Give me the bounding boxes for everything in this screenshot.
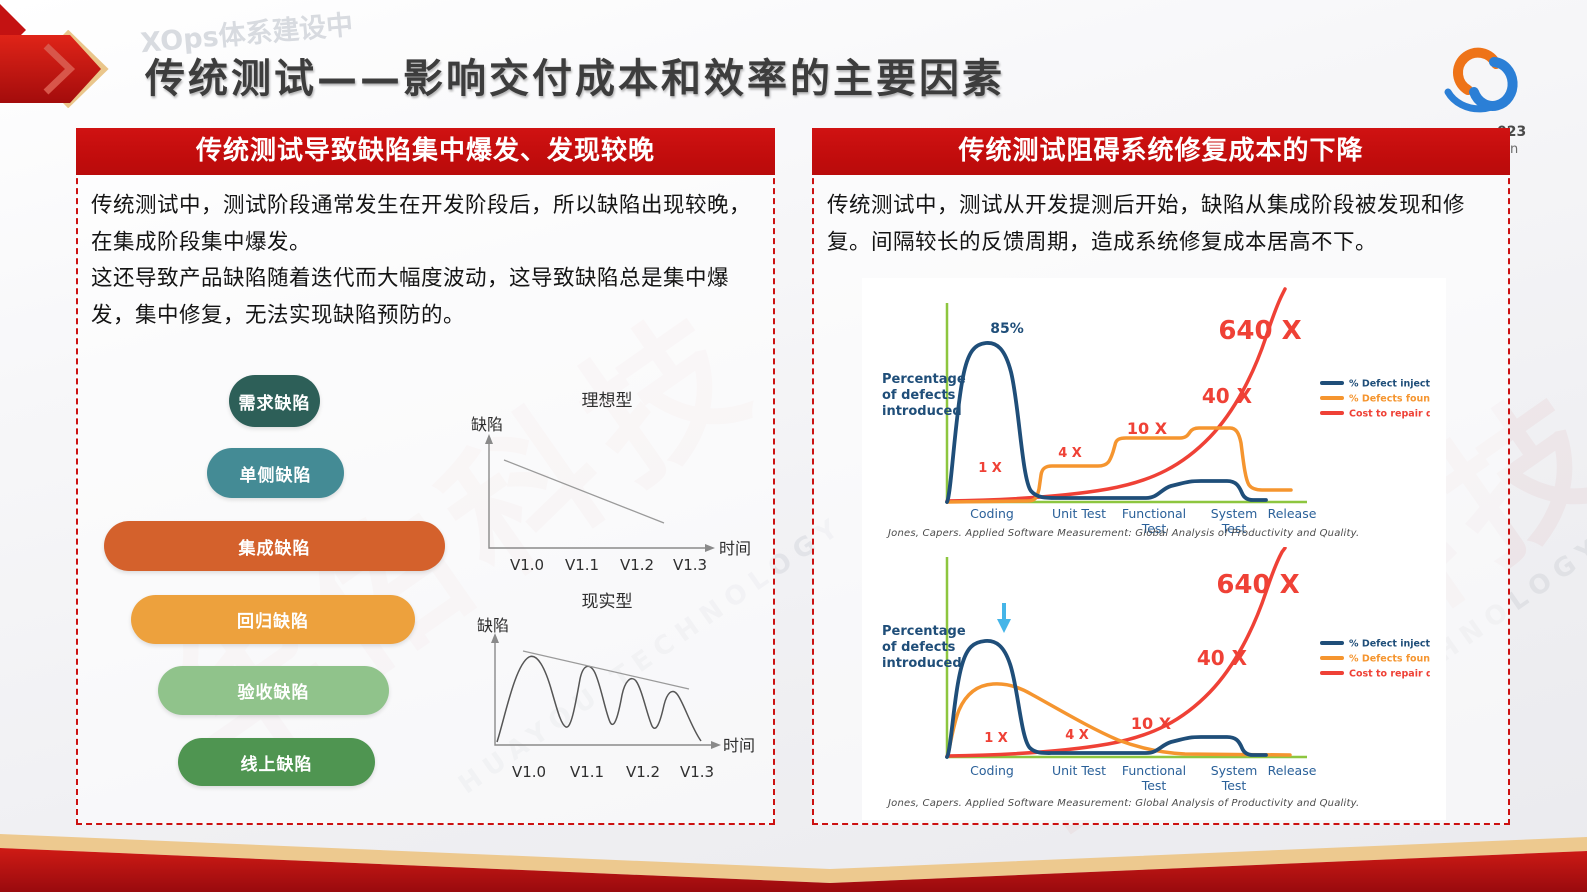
ideal-defect-trend-chart: 理想型 缺陷 时间 V1.0 V1.1 V1.2 V1.3 xyxy=(471,391,751,574)
defects-found-curve xyxy=(945,426,1293,504)
left-panel-body: 传统测试中，测试阶段通常发生在开发阶段后，所以缺陷出现较晚，在集成阶段集中爆发。… xyxy=(91,188,765,334)
xtick-unit-test: Unit Test xyxy=(1052,763,1106,778)
legend-label-found: % Defects found xyxy=(1349,394,1430,405)
oscillating-defect-curve xyxy=(496,655,702,743)
xtick-system-1: System xyxy=(1211,763,1258,778)
chart1-ylabel-line2: of defects xyxy=(882,388,956,403)
ideal-chart-title: 理想型 xyxy=(582,391,633,411)
y-axis-arrow-icon xyxy=(485,434,493,444)
chart2-ylabel-line2: of defects xyxy=(882,640,956,655)
x-axis-arrow-icon xyxy=(705,544,715,552)
chart1-citation: Jones, Capers. Applied Software Measurem… xyxy=(888,528,1360,539)
tick-v12: V1.2 xyxy=(620,556,654,574)
cost-to-repair-curve xyxy=(945,547,1287,758)
pill-requirement-defects: 需求缺陷 xyxy=(229,375,320,427)
defect-injection-curve xyxy=(945,639,1268,759)
xtick-release: Release xyxy=(1268,506,1317,521)
right-panel-header: 传统测试阻碍系统修复成本的下降 xyxy=(812,128,1510,175)
chart2-ylabel-line1: Percentage xyxy=(882,624,966,639)
annotation-4x: 4 X xyxy=(1065,728,1089,743)
footer-red-band xyxy=(0,848,1587,892)
y-axis-arrow-icon xyxy=(491,633,499,643)
real-chart-title: 现实型 xyxy=(582,592,633,612)
tick-v13: V1.3 xyxy=(680,763,714,781)
chart2-legend: % Defect injection % Defects found Cost … xyxy=(1320,639,1430,680)
left-paragraph-1: 传统测试中，测试阶段通常发生在开发阶段后，所以缺陷出现较晚，在集成阶段集中爆发。 xyxy=(91,193,752,255)
tick-v13: V1.3 xyxy=(673,556,707,574)
annotation-4x: 4 X xyxy=(1058,446,1082,461)
xtick-system-2: Test xyxy=(1221,521,1247,536)
company-logo-icon xyxy=(1444,47,1518,113)
right-paragraph: 传统测试中，测试从开发提测后开始，缺陷从集成阶段被发现和修复。间隔较长的反馈周期… xyxy=(827,193,1466,255)
legend-label-cost: Cost to repair defect xyxy=(1349,409,1430,420)
annotation-85pct: 85% xyxy=(990,321,1024,337)
real-defect-trend-chart: 现实型 缺陷 时间 V1.0 V1.1 V1.2 V1.3 xyxy=(477,592,755,781)
left-panel: 传统测试导致缺陷集中爆发、发现较晚 传统测试中，测试阶段通常发生在开发阶段后，所… xyxy=(76,128,775,825)
pill-online-defects: 线上缺陷 xyxy=(178,738,375,786)
legend-label-found: % Defects found xyxy=(1349,654,1430,665)
legend-label-injection: % Defect injection xyxy=(1349,639,1430,650)
annotation-10x: 10 X xyxy=(1131,714,1172,733)
legend-label-injection: % Defect injection xyxy=(1349,379,1430,390)
xtick-release: Release xyxy=(1268,763,1317,778)
x-axis-arrow-icon xyxy=(711,741,721,749)
declining-defect-line xyxy=(503,459,665,524)
annotation-1x: 1 X xyxy=(978,461,1002,476)
tick-v10: V1.0 xyxy=(510,556,544,574)
defects-found-curve xyxy=(945,682,1292,759)
pill-acceptance-defects: 验收缺陷 xyxy=(158,666,389,715)
real-chart-xlabel: 时间 xyxy=(723,736,755,755)
xtick-coding: Coding xyxy=(970,763,1014,778)
real-chart-ylabel: 缺陷 xyxy=(477,616,509,635)
right-panel: 传统测试阻碍系统修复成本的下降 传统测试中，测试从开发提测后开始，缺陷从集成阶段… xyxy=(812,128,1510,825)
chart1-ylabel-line3: introduced xyxy=(882,404,962,419)
page-title: 传统测试——影响交付成本和效率的主要因素 xyxy=(145,56,1005,102)
peak-trend-line xyxy=(522,650,690,690)
pill-regression-defects: 回归缺陷 xyxy=(131,595,415,644)
left-panel-header: 传统测试导致缺陷集中爆发、发现较晚 xyxy=(76,128,775,175)
xtick-functional-2: Test xyxy=(1141,778,1167,793)
xtick-system-2: Test xyxy=(1221,778,1247,793)
xtick-coding: Coding xyxy=(970,506,1014,521)
annotation-640x: 640 X xyxy=(1218,316,1301,346)
defect-injection-curve xyxy=(945,341,1268,504)
ideal-chart-ylabel: 缺陷 xyxy=(471,415,503,434)
pill-unit-defects: 单侧缺陷 xyxy=(207,448,344,498)
xtick-system-1: System xyxy=(1211,506,1258,521)
tick-v12: V1.2 xyxy=(626,763,660,781)
annotation-40x: 40 X xyxy=(1197,646,1248,670)
real-chart-axes xyxy=(494,641,713,746)
right-panel-body: 传统测试中，测试从开发提测后开始，缺陷从集成阶段被发现和修复。间隔较长的反馈周期… xyxy=(827,188,1500,261)
xtick-unit-test: Unit Test xyxy=(1052,506,1106,521)
chart1-ylabel-line1: Percentage xyxy=(882,372,966,387)
tick-v10: V1.0 xyxy=(512,763,546,781)
footer-band xyxy=(0,834,1587,892)
traditional-cost-chart: Percentage of defects introduced 85% 1 X… xyxy=(882,287,1430,536)
annotation-640x: 640 X xyxy=(1216,570,1299,600)
annotation-10x: 10 X xyxy=(1127,419,1168,438)
shift-left-cost-chart: Percentage of defects introduced 1 X 4 X… xyxy=(882,547,1430,793)
pill-integration-defects: 集成缺陷 xyxy=(104,521,445,571)
xtick-functional-1: Functional xyxy=(1122,763,1186,778)
chart1-legend: % Defect injection % Defects found Cost … xyxy=(1320,379,1430,420)
xtick-functional-2: Test xyxy=(1141,521,1167,536)
tick-v11: V1.1 xyxy=(570,763,604,781)
ideal-chart-xlabel: 时间 xyxy=(719,539,751,558)
chevron-banner-icon xyxy=(0,30,109,108)
ideal-chart-axes xyxy=(488,442,707,549)
footer-gold-stripe xyxy=(0,834,1587,883)
annotation-1x: 1 X xyxy=(984,731,1008,746)
tick-v11: V1.1 xyxy=(565,556,599,574)
annotation-40x: 40 X xyxy=(1202,384,1253,408)
legend-label-cost: Cost to repair defect xyxy=(1349,669,1430,680)
left-paragraph-2: 这还导致产品缺陷随着迭代而大幅度波动，这导致缺陷总是集中爆发，集中修复，无法实现… xyxy=(91,266,730,328)
chart2-ylabel-line3: introduced xyxy=(882,656,962,671)
chart2-citation: Jones, Capers. Applied Software Measurem… xyxy=(888,798,1360,809)
xtick-functional-1: Functional xyxy=(1122,506,1186,521)
shift-down-arrowhead-icon xyxy=(997,619,1011,633)
